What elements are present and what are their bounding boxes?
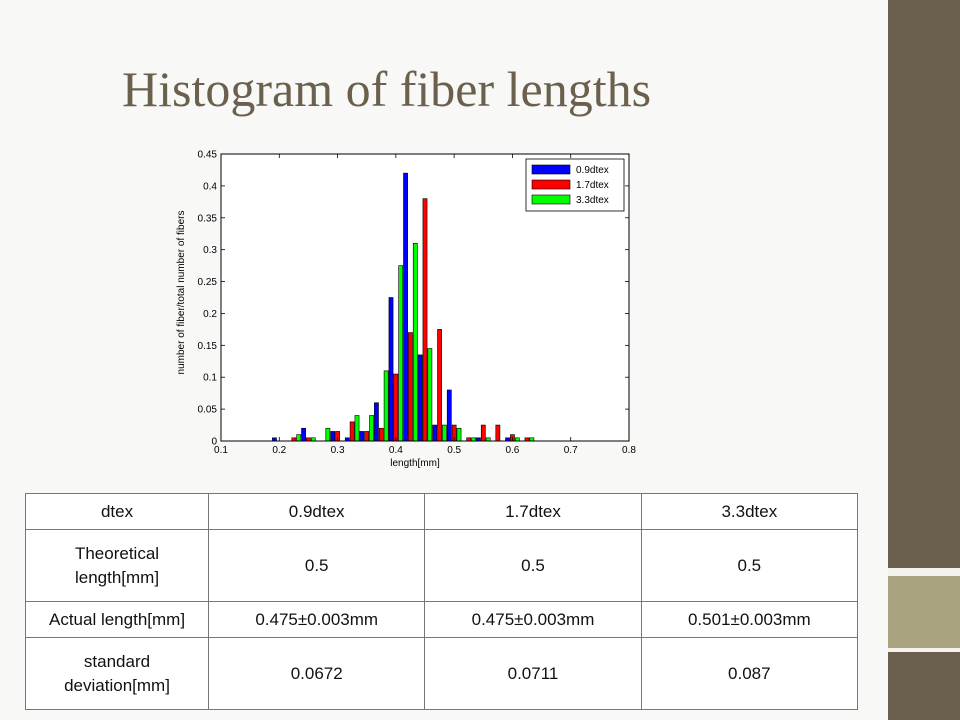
sidebar-accent-block <box>888 576 960 648</box>
bar-1.7dtex <box>422 198 428 442</box>
x-axis-label: length[mm] <box>390 458 440 469</box>
bar-0.9dtex <box>359 431 365 442</box>
y-tick-label: 0 <box>211 437 217 448</box>
bar-1.7dtex <box>480 424 486 442</box>
bar-1.7dtex <box>495 424 501 442</box>
legend-label: 3.3dtex <box>576 195 609 206</box>
table-cell: 0.087 <box>640 637 859 710</box>
sidebar-divider-lower <box>888 648 960 652</box>
bar-3.3dtex <box>354 415 360 442</box>
table-row: Theoretical length[mm] 0.5 0.5 0.5 <box>24 529 859 602</box>
legend-swatch <box>531 194 571 205</box>
y-tick-label: 0.4 <box>203 181 217 192</box>
table-cell: 0.475±0.003mm <box>208 600 426 639</box>
header-cell: 0.9dtex <box>208 492 426 531</box>
header-cell: dtex <box>24 492 210 531</box>
x-tick-label: 0.5 <box>447 445 461 456</box>
legend-swatch <box>531 164 571 175</box>
row-label: Actual length[mm] <box>24 600 210 639</box>
histogram-chart: 0.1 0.2 0.3 0.4 0.5 0.6 0.7 0.8 0 0.05 0.1 0.15 0.2 0… <box>170 145 650 475</box>
y-tick-label: 0.2 <box>203 309 217 320</box>
table-cell: 0.475±0.003mm <box>424 600 642 639</box>
row-label: Theoretical length[mm] <box>24 529 210 602</box>
bar-1.7dtex <box>408 332 413 442</box>
bar-0.9dtex <box>301 427 306 442</box>
bar-3.3dtex <box>412 242 418 442</box>
table-cell: 0.5 <box>208 529 426 602</box>
bar-3.3dtex <box>456 427 462 442</box>
sidebar-divider <box>888 568 960 576</box>
y-tick-label: 0.15 <box>198 341 218 352</box>
bar-0.9dtex <box>432 424 438 442</box>
x-tick-label: 0.7 <box>564 445 578 456</box>
bar-1.7dtex <box>437 329 442 442</box>
y-tick-label: 0.25 <box>198 277 218 288</box>
bar-0.9dtex <box>403 172 408 442</box>
table-row: standard deviation[mm] 0.0672 0.0711 0.0… <box>24 637 859 710</box>
y-tick-label: 0.45 <box>198 150 218 161</box>
header-cell: 1.7dtex <box>424 492 642 531</box>
x-tick-label: 0.3 <box>331 445 345 456</box>
x-tick-label: 0.2 <box>272 445 286 456</box>
bar-1.7dtex <box>393 373 399 442</box>
bar-1.7dtex <box>349 421 355 442</box>
row-label: standard deviation[mm] <box>24 637 210 710</box>
plot-frame <box>220 153 630 442</box>
bar-0.9dtex <box>417 354 423 442</box>
table-cell: 0.501±0.003mm <box>640 600 859 639</box>
bar-0.9dtex <box>446 389 452 442</box>
table-cell: 0.0711 <box>424 637 642 710</box>
x-tick-label: 0.1 <box>214 445 228 456</box>
legend-label: 1.7dtex <box>576 180 609 191</box>
bar-3.3dtex <box>427 348 433 442</box>
bar-0.9dtex <box>330 431 336 442</box>
bar-3.3dtex <box>325 427 331 442</box>
bar-3.3dtex <box>398 265 404 442</box>
bar-3.3dtex <box>296 434 302 442</box>
y-tick-label: 0.35 <box>198 213 218 224</box>
header-cell: 3.3dtex <box>640 492 859 531</box>
bar-3.3dtex <box>369 415 374 442</box>
y-tick-label: 0.1 <box>203 373 217 384</box>
table-row: Actual length[mm] 0.475±0.003mm 0.475±0.… <box>24 600 859 639</box>
table-cell: 0.0672 <box>208 637 426 710</box>
bar-0.9dtex <box>388 297 394 442</box>
bar-1.7dtex <box>378 427 384 442</box>
table-cell: 0.5 <box>640 529 859 602</box>
y-tick-label: 0.05 <box>198 405 218 416</box>
x-tick-label: 0.4 <box>389 445 403 456</box>
legend-label: 0.9dtex <box>576 165 609 176</box>
table-cell: 0.5 <box>424 529 642 602</box>
x-tick-label: 0.8 <box>622 445 636 456</box>
bar-3.3dtex <box>383 370 389 442</box>
bar-1.7dtex <box>364 431 370 442</box>
histogram-svg: 0.1 0.2 0.3 0.4 0.5 0.6 0.7 0.8 0 0.05 0.1 0.15 0.2 0… <box>176 150 636 470</box>
slide-title: Histogram of fiber lengths <box>122 61 652 117</box>
fiber-stats-table: dtex 0.9dtex 1.7dtex 3.3dtex Theoretical… <box>24 492 859 710</box>
bar-0.9dtex <box>374 402 379 442</box>
table-header-row: dtex 0.9dtex 1.7dtex 3.3dtex <box>24 492 859 531</box>
legend-swatch <box>531 179 571 190</box>
bar-3.3dtex <box>442 424 447 442</box>
y-axis-label: number of fiber/total number of fibers <box>176 211 187 375</box>
y-tick-label: 0.3 <box>203 245 217 256</box>
x-tick-label: 0.6 <box>505 445 519 456</box>
